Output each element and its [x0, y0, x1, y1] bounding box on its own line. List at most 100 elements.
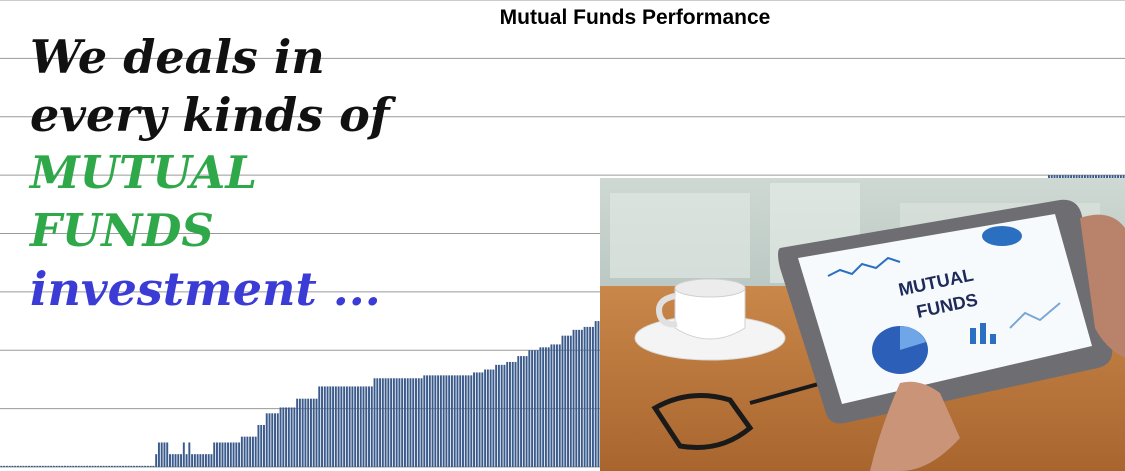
bar	[376, 378, 379, 467]
bar	[597, 321, 600, 467]
bar	[384, 378, 387, 467]
bar	[185, 454, 188, 467]
bar	[180, 454, 183, 467]
bar	[544, 347, 547, 467]
bar	[235, 442, 238, 467]
bar	[417, 378, 420, 467]
bar	[359, 386, 362, 467]
bar	[88, 465, 91, 467]
bar	[8, 465, 11, 467]
bar	[41, 465, 44, 467]
bar	[14, 465, 17, 467]
coffee-cup	[674, 287, 746, 340]
bar	[553, 344, 556, 467]
bar	[312, 398, 315, 467]
bar	[556, 344, 558, 467]
bar	[492, 369, 495, 467]
bar	[431, 375, 434, 467]
bar	[218, 442, 221, 467]
tablet: MUTUAL FUNDS	[778, 199, 1113, 424]
bar	[522, 356, 525, 467]
bar	[589, 326, 592, 467]
bar	[33, 465, 36, 467]
bar	[572, 329, 575, 467]
bar	[251, 436, 254, 467]
bar	[157, 442, 160, 467]
bar	[329, 386, 332, 467]
bar	[204, 454, 207, 467]
bar	[420, 378, 423, 467]
bar	[497, 364, 500, 467]
bar	[550, 344, 553, 467]
bar	[337, 386, 340, 467]
bar	[489, 369, 492, 467]
bar	[47, 465, 50, 467]
bar	[531, 350, 534, 467]
bar	[362, 386, 365, 467]
cup-rim	[674, 278, 746, 298]
bar	[44, 465, 47, 467]
bar	[221, 442, 224, 467]
bar	[583, 326, 586, 467]
bar	[155, 454, 158, 467]
bar	[0, 465, 3, 467]
bar	[287, 407, 290, 467]
bar	[146, 465, 149, 467]
bar	[321, 386, 323, 467]
bar	[279, 407, 282, 467]
bar	[315, 398, 318, 467]
bar	[257, 424, 260, 467]
bar	[343, 386, 346, 467]
bar	[265, 413, 268, 467]
bar	[130, 465, 133, 467]
chart-title: Mutual Funds Performance	[499, 6, 771, 29]
bar	[500, 364, 503, 467]
bar	[174, 454, 177, 467]
headline-line-2: every kinds of	[30, 88, 390, 142]
bar	[379, 378, 382, 467]
bar	[503, 364, 506, 467]
bar	[30, 465, 33, 467]
bar	[177, 454, 180, 467]
bar	[542, 347, 545, 467]
bar	[586, 326, 589, 467]
bar	[119, 465, 122, 467]
bar	[249, 436, 252, 467]
bar	[166, 442, 169, 467]
bar	[351, 386, 354, 467]
bar	[127, 465, 130, 467]
bar	[318, 386, 321, 467]
bar	[224, 442, 227, 467]
bar	[227, 442, 229, 467]
bar	[160, 442, 163, 467]
bar	[66, 465, 69, 467]
bar	[3, 465, 6, 467]
bar	[478, 372, 481, 467]
bar	[97, 465, 100, 467]
bar	[94, 465, 97, 467]
bar	[124, 465, 127, 467]
bar	[445, 375, 448, 467]
bar	[564, 335, 567, 467]
headline-line-4: FUNDS	[30, 204, 214, 257]
bar	[514, 361, 517, 467]
photo-illustration: MUTUAL FUNDS	[600, 178, 1125, 471]
bar	[365, 386, 368, 467]
bar	[301, 398, 304, 467]
bar	[149, 465, 152, 467]
bar	[437, 375, 440, 467]
bar	[464, 375, 467, 467]
bar	[290, 407, 293, 467]
bar	[102, 465, 105, 467]
bar	[246, 436, 249, 467]
bar	[11, 465, 14, 467]
headline-line-5: investment ...	[30, 262, 381, 316]
bar	[368, 386, 370, 467]
bar	[511, 361, 514, 467]
glasses-icon	[651, 393, 754, 451]
bar	[138, 465, 141, 467]
bar	[296, 398, 299, 467]
bar	[473, 372, 476, 467]
bar	[122, 465, 124, 467]
bar	[52, 465, 55, 467]
